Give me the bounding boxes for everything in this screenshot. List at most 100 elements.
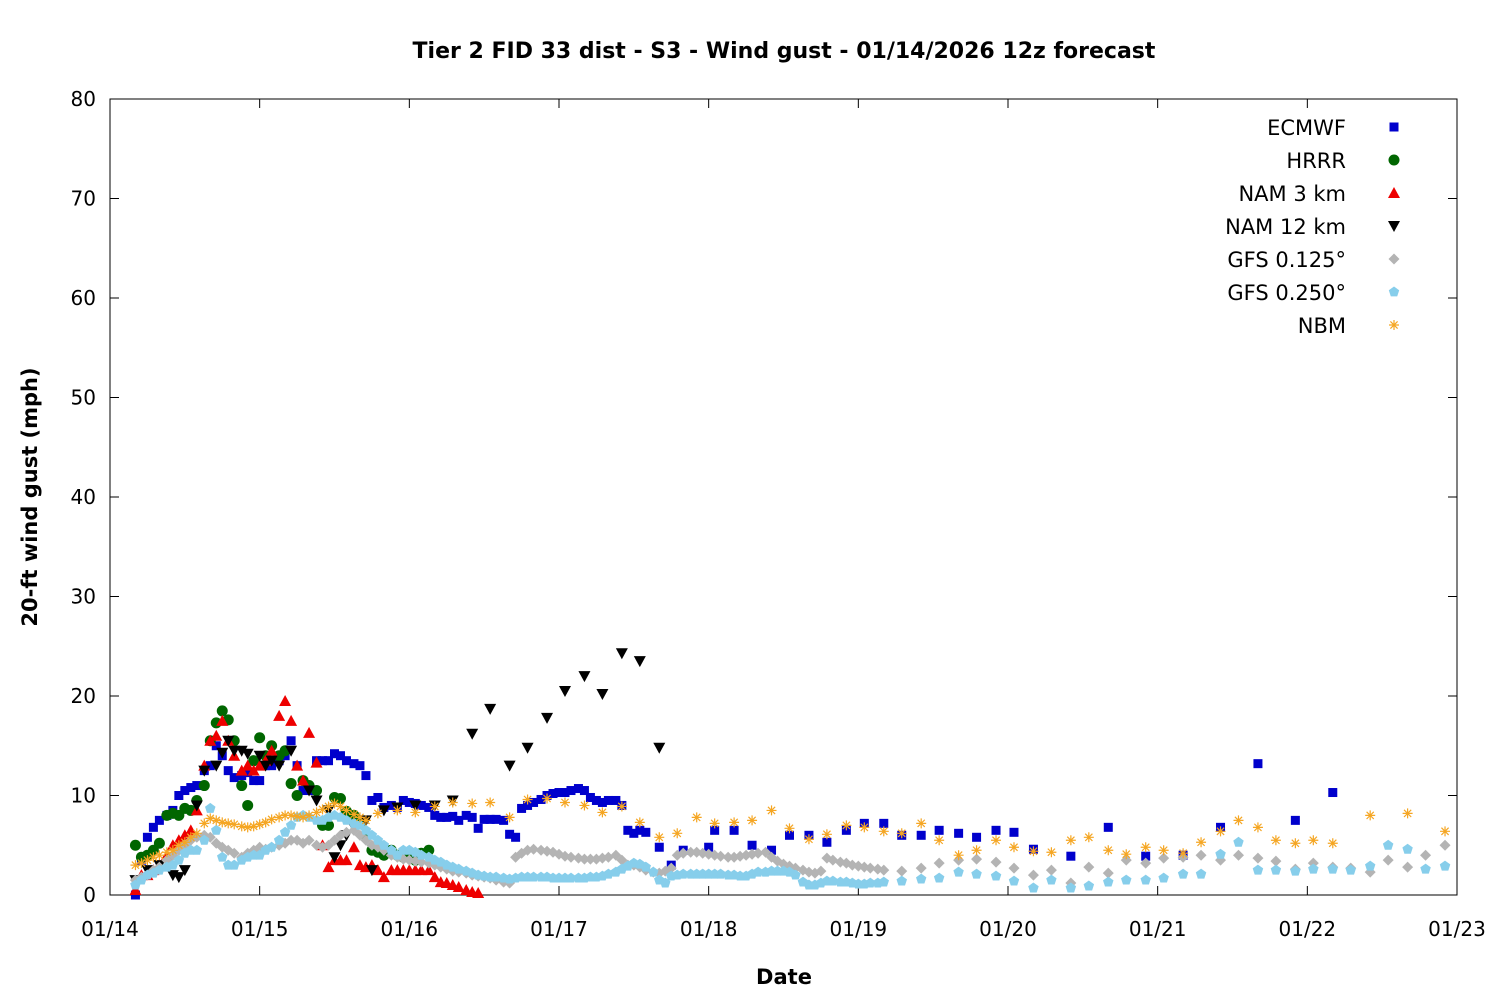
point-nbm (280, 810, 291, 821)
point-nbm (579, 800, 590, 811)
point-nam-12-km (653, 742, 666, 754)
point-nam-12-km (377, 805, 390, 817)
point-gfs-0-125 (285, 834, 297, 846)
point-nam-12-km (521, 742, 534, 754)
point-nam-3-km (285, 714, 298, 726)
point-nam-3-km (422, 864, 435, 876)
point-gfs-0-125 (1102, 867, 1114, 879)
point-nbm (360, 815, 371, 826)
point-nam-3-km (210, 729, 223, 741)
legend-marker-nam-12-km (1388, 221, 1400, 232)
point-ecmwf (229, 773, 239, 783)
point-gfs-0-250 (266, 841, 277, 852)
point-nbm (205, 813, 216, 824)
point-gfs-0-250 (1177, 868, 1189, 879)
point-gfs-0-250 (1345, 864, 1356, 875)
point-gfs-0-250 (865, 877, 876, 888)
point-nbm (254, 819, 265, 830)
point-nam-12-km (578, 671, 591, 683)
point-nbm (136, 858, 147, 869)
point-gfs-0-125 (971, 853, 983, 865)
point-nbm (1270, 835, 1281, 846)
y-tick-label: 50 (71, 386, 96, 410)
point-nam-3-km (452, 881, 465, 893)
point-nbm (292, 811, 303, 822)
point-gfs-0-125 (1195, 849, 1207, 861)
x-tick-label: 01/20 (979, 917, 1037, 941)
point-nbm (154, 850, 165, 861)
point-ecmwf (784, 830, 794, 840)
point-nbm (467, 798, 478, 809)
point-nbm (709, 818, 720, 829)
point-nam-3-km (428, 871, 441, 883)
point-hrrr (334, 792, 346, 804)
point-nam-12-km (633, 656, 646, 668)
legend-label-gfs-0-250: GFS 0.250° (1227, 281, 1346, 305)
point-ecmwf (934, 825, 944, 835)
point-gfs-0-125 (815, 865, 827, 877)
point-ecmwf (436, 812, 446, 822)
point-ecmwf (286, 736, 296, 746)
point-ecmwf (386, 800, 396, 810)
point-nam-12-km (235, 745, 248, 757)
point-ecmwf (536, 794, 546, 804)
x-tick-label: 01/18 (680, 917, 738, 941)
point-hrrr (254, 732, 266, 744)
point-hrrr (285, 778, 297, 790)
point-gfs-0-125 (722, 851, 734, 863)
series-nbm (130, 793, 1451, 871)
point-gfs-0-125 (1402, 861, 1414, 873)
point-ecmwf (954, 828, 964, 838)
point-ecmwf (1103, 822, 1113, 832)
point-hrrr (198, 780, 210, 792)
point-gfs-0-250 (1103, 876, 1114, 887)
point-nam-12-km (273, 760, 286, 772)
point-nam-12-km (210, 760, 223, 772)
point-ecmwf (255, 776, 265, 786)
point-ecmwf (499, 815, 509, 825)
point-gfs-0-125 (303, 834, 315, 846)
point-nbm (191, 828, 202, 839)
point-ecmwf (585, 792, 595, 802)
point-ecmwf (511, 832, 521, 842)
y-axis-label: 20-ft wind gust (mph) (18, 367, 42, 626)
point-nam-12-km (198, 765, 211, 777)
point-ecmwf (454, 815, 464, 825)
point-ecmwf (654, 842, 664, 852)
point-gfs-0-250 (366, 829, 378, 840)
point-gfs-0-250 (790, 869, 801, 880)
point-gfs-0-250 (211, 824, 222, 835)
x-tick-label: 01/16 (381, 917, 439, 941)
point-gfs-0-125 (1270, 855, 1282, 867)
point-ecmwf (479, 814, 489, 824)
point-nbm (1327, 838, 1338, 849)
legend-marker-gfs-0-250 (1388, 286, 1400, 297)
point-ecmwf (1141, 851, 1151, 861)
point-ecmwf (505, 829, 515, 839)
point-nbm (354, 812, 365, 823)
point-ecmwf (573, 784, 583, 794)
point-gfs-0-250 (1046, 874, 1057, 885)
point-gfs-0-125 (565, 851, 577, 863)
x-tick-label: 01/14 (81, 917, 139, 941)
point-ecmwf (148, 822, 158, 832)
point-nbm (1365, 810, 1376, 821)
point-ecmwf (205, 761, 215, 771)
point-ecmwf (223, 766, 233, 776)
point-nam-12-km (285, 745, 298, 757)
point-ecmwf (211, 741, 221, 751)
point-nbm (1215, 826, 1226, 837)
point-ecmwf (416, 800, 426, 810)
point-nbm (1103, 845, 1114, 856)
point-ecmwf (1290, 815, 1300, 825)
y-tick-label: 60 (71, 286, 96, 310)
point-ecmwf (972, 832, 982, 842)
point-nbm (729, 817, 740, 828)
point-gfs-0-250 (1252, 864, 1264, 875)
point-gfs-0-125 (1382, 854, 1394, 866)
point-nbm (260, 817, 271, 828)
point-gfs-0-250 (285, 819, 297, 830)
point-nbm (1233, 815, 1244, 826)
point-ecmwf (579, 786, 589, 796)
legend-marker-hrrr (1388, 154, 1400, 166)
